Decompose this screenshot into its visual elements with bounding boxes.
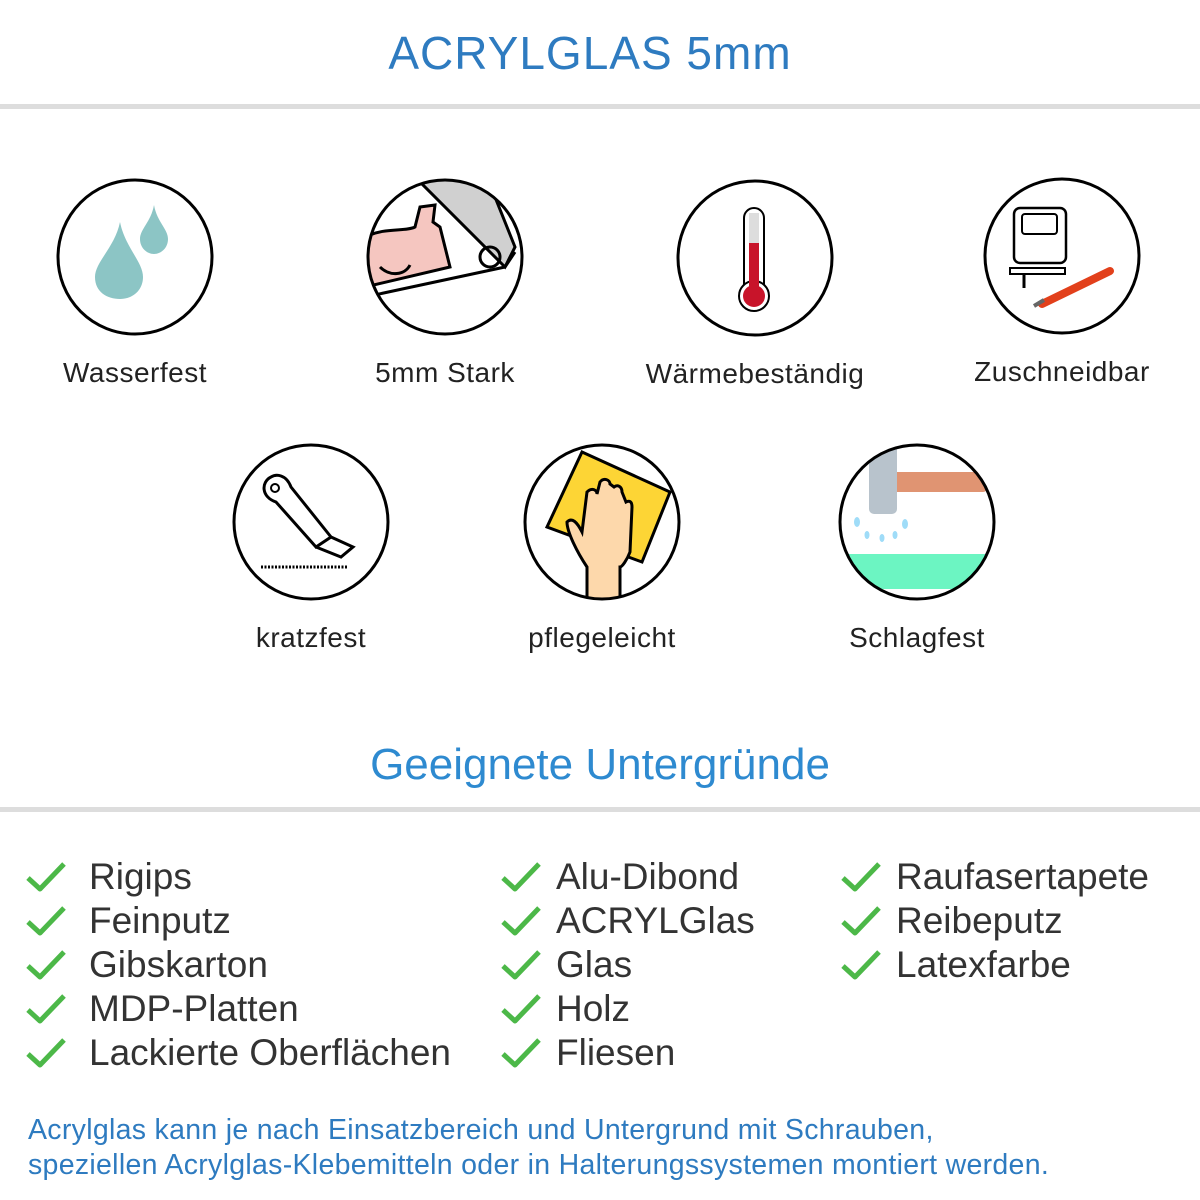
surface-label: Rigips: [89, 856, 192, 897]
hammer-icon: [838, 443, 996, 601]
feature-zuschneidbar: Zuschneidbar: [912, 176, 1200, 388]
surface-label: Alu-Dibond: [556, 856, 740, 897]
divider: [0, 104, 1200, 109]
check-icon: [26, 1038, 66, 1068]
surface-item: Rigips: [25, 855, 451, 899]
feature-label: Zuschneidbar: [974, 356, 1150, 387]
feature-5mm-stark: 5mm Stark: [295, 177, 595, 389]
feature-wasserfest: Wasserfest: [0, 177, 285, 389]
surface-item: Holz: [500, 987, 755, 1031]
check-icon: [841, 906, 881, 936]
thermometer-icon: [676, 179, 834, 337]
surface-item: Alu-Dibond: [500, 855, 755, 899]
check-icon: [841, 950, 881, 980]
surface-item: Reibeputz: [840, 899, 1149, 943]
feature-label: Wärmebeständig: [645, 358, 865, 389]
surface-item: Feinputz: [25, 899, 451, 943]
check-icon: [501, 950, 541, 980]
footer-line: Acrylglas kann je nach Einsatzbereich un…: [28, 1114, 934, 1146]
strong-arm-icon: [366, 178, 524, 336]
water-drops-icon: [56, 178, 214, 336]
surface-list-col-2: Alu-Dibond ACRYLGlas Glas Holz Fliesen: [500, 855, 755, 1075]
feature-schlagfest: Schlagfest: [767, 442, 1067, 654]
utility-knife-icon: [232, 443, 390, 601]
feature-pflegeleicht: pflegeleicht: [452, 442, 752, 654]
surface-item: Raufasertapete: [840, 855, 1149, 899]
surface-label: ACRYLGlas: [556, 900, 755, 941]
section-title: Geeignete Untergründe: [370, 740, 830, 789]
footer-line: speziellen Acrylglas-Klebemitteln oder i…: [28, 1149, 1050, 1181]
feature-label: kratzfest: [255, 622, 367, 653]
surface-item: ACRYLGlas: [500, 899, 755, 943]
feature-waermebestaendig: Wärmebeständig: [605, 178, 905, 390]
surface-label: Glas: [556, 944, 633, 985]
surface-label: Lackierte Oberflächen: [89, 1032, 451, 1073]
check-icon: [26, 994, 66, 1024]
surface-item: Fliesen: [500, 1031, 755, 1075]
surface-label: Gibskarton: [89, 944, 268, 985]
surface-item: Glas: [500, 943, 755, 987]
page-title: ACRYLGLAS 5mm: [388, 27, 792, 79]
feature-label: pflegeleicht: [528, 622, 676, 653]
surface-label: Reibeputz: [896, 900, 1063, 941]
check-icon: [26, 862, 66, 892]
surface-item: Latexfarbe: [840, 943, 1149, 987]
feature-kratzfest: kratzfest: [161, 442, 461, 654]
footer-note: Acrylglas kann je nach Einsatzbereich un…: [28, 1113, 1049, 1183]
feature-label: Wasserfest: [63, 357, 207, 388]
check-icon: [841, 862, 881, 892]
surface-label: MDP-Platten: [89, 988, 299, 1029]
surface-label: Raufasertapete: [896, 856, 1150, 897]
check-icon: [501, 862, 541, 892]
surface-list-col-1: Rigips Feinputz Gibskarton MDP-Platten Lacki…: [25, 855, 451, 1075]
surface-item: Gibskarton: [25, 943, 451, 987]
surface-label: Feinputz: [89, 900, 231, 941]
feature-label: 5mm Stark: [375, 357, 515, 388]
hand-cloth-icon: [523, 443, 681, 601]
check-icon: [26, 906, 66, 936]
surface-label: Holz: [556, 988, 631, 1029]
surface-label: Fliesen: [556, 1032, 676, 1073]
check-icon: [501, 906, 541, 936]
surface-label: Latexfarbe: [896, 944, 1071, 985]
check-icon: [501, 994, 541, 1024]
jigsaw-cutter-icon: [983, 177, 1141, 335]
surface-list-col-3: Raufasertapete Reibeputz Latexfarbe: [840, 855, 1149, 987]
surface-item: Lackierte Oberflächen: [25, 1031, 451, 1075]
check-icon: [501, 1038, 541, 1068]
check-icon: [26, 950, 66, 980]
surface-item: MDP-Platten: [25, 987, 451, 1031]
divider: [0, 807, 1200, 812]
feature-label: Schlagfest: [849, 622, 985, 653]
